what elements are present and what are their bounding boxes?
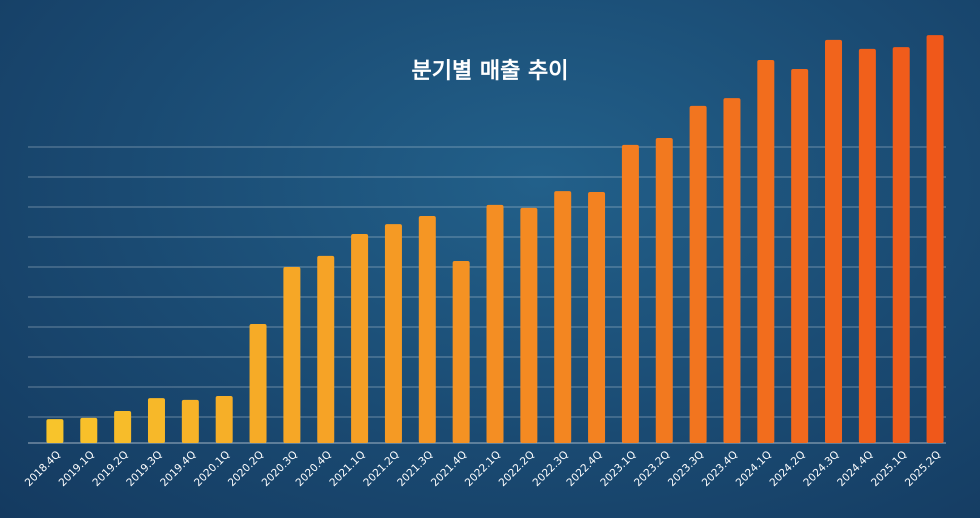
x-tick-label: 2020.1Q [192,449,232,489]
x-tick-label: 2021.1Q [327,449,367,489]
x-tick-label: 2024.2Q [767,449,807,489]
bar [655,138,673,443]
bar [520,207,538,443]
bar [215,396,233,443]
bar [46,419,64,443]
bar [351,234,369,443]
x-tick-label: 2023.2Q [632,449,672,489]
bar [892,47,910,443]
x-tick-label: 2024.3Q [801,449,841,489]
x-tick-label: 2024.4Q [835,449,875,489]
x-tick-label: 2023.1Q [598,449,638,489]
bar [283,267,301,443]
bar [418,216,436,443]
chart-title: 분기별 매출 추이 [412,59,569,84]
x-tick-label: 2021.2Q [361,449,401,489]
bar [757,60,775,443]
x-tick-label: 2021.4Q [429,449,469,489]
bar [723,98,741,443]
bar [147,398,165,443]
bar [80,417,98,443]
x-tick-label: 2022.3Q [531,449,571,489]
bar [384,224,402,443]
bar [452,261,470,443]
x-tick-label: 2022.1Q [463,449,503,489]
bar [486,204,504,443]
x-tick-label: 2020.2Q [226,449,266,489]
bar [791,69,809,443]
bar [858,48,876,444]
x-tick-label: 2019.3Q [124,449,164,489]
bar [554,191,572,443]
bar [689,105,707,444]
x-tick-label: 2020.4Q [294,449,334,489]
x-tick-label: 2019.2Q [90,449,130,489]
bar [621,144,639,443]
bar [825,39,843,444]
bar [317,255,335,443]
bar [926,35,944,443]
bar [249,324,267,443]
bar [181,399,199,443]
bar [588,192,606,443]
x-tick-label: 2022.2Q [497,449,537,489]
x-tick-label: 2023.3Q [666,449,706,489]
x-tick-label: 2021.3Q [395,449,435,489]
x-tick-label: 2022.4Q [564,449,604,489]
x-tick-label: 2018.4Q [23,449,63,489]
x-tick-label: 2025.2Q [903,449,943,489]
x-tick-label: 2020.3Q [260,449,300,489]
bar [114,411,132,443]
x-tick-label: 2019.4Q [158,449,198,489]
x-tick-label: 2023.4Q [700,449,740,489]
x-tick-label: 2024.1Q [734,449,774,489]
x-tick-label: 2025.1Q [869,449,909,489]
x-tick-label: 2019.1Q [57,449,97,489]
